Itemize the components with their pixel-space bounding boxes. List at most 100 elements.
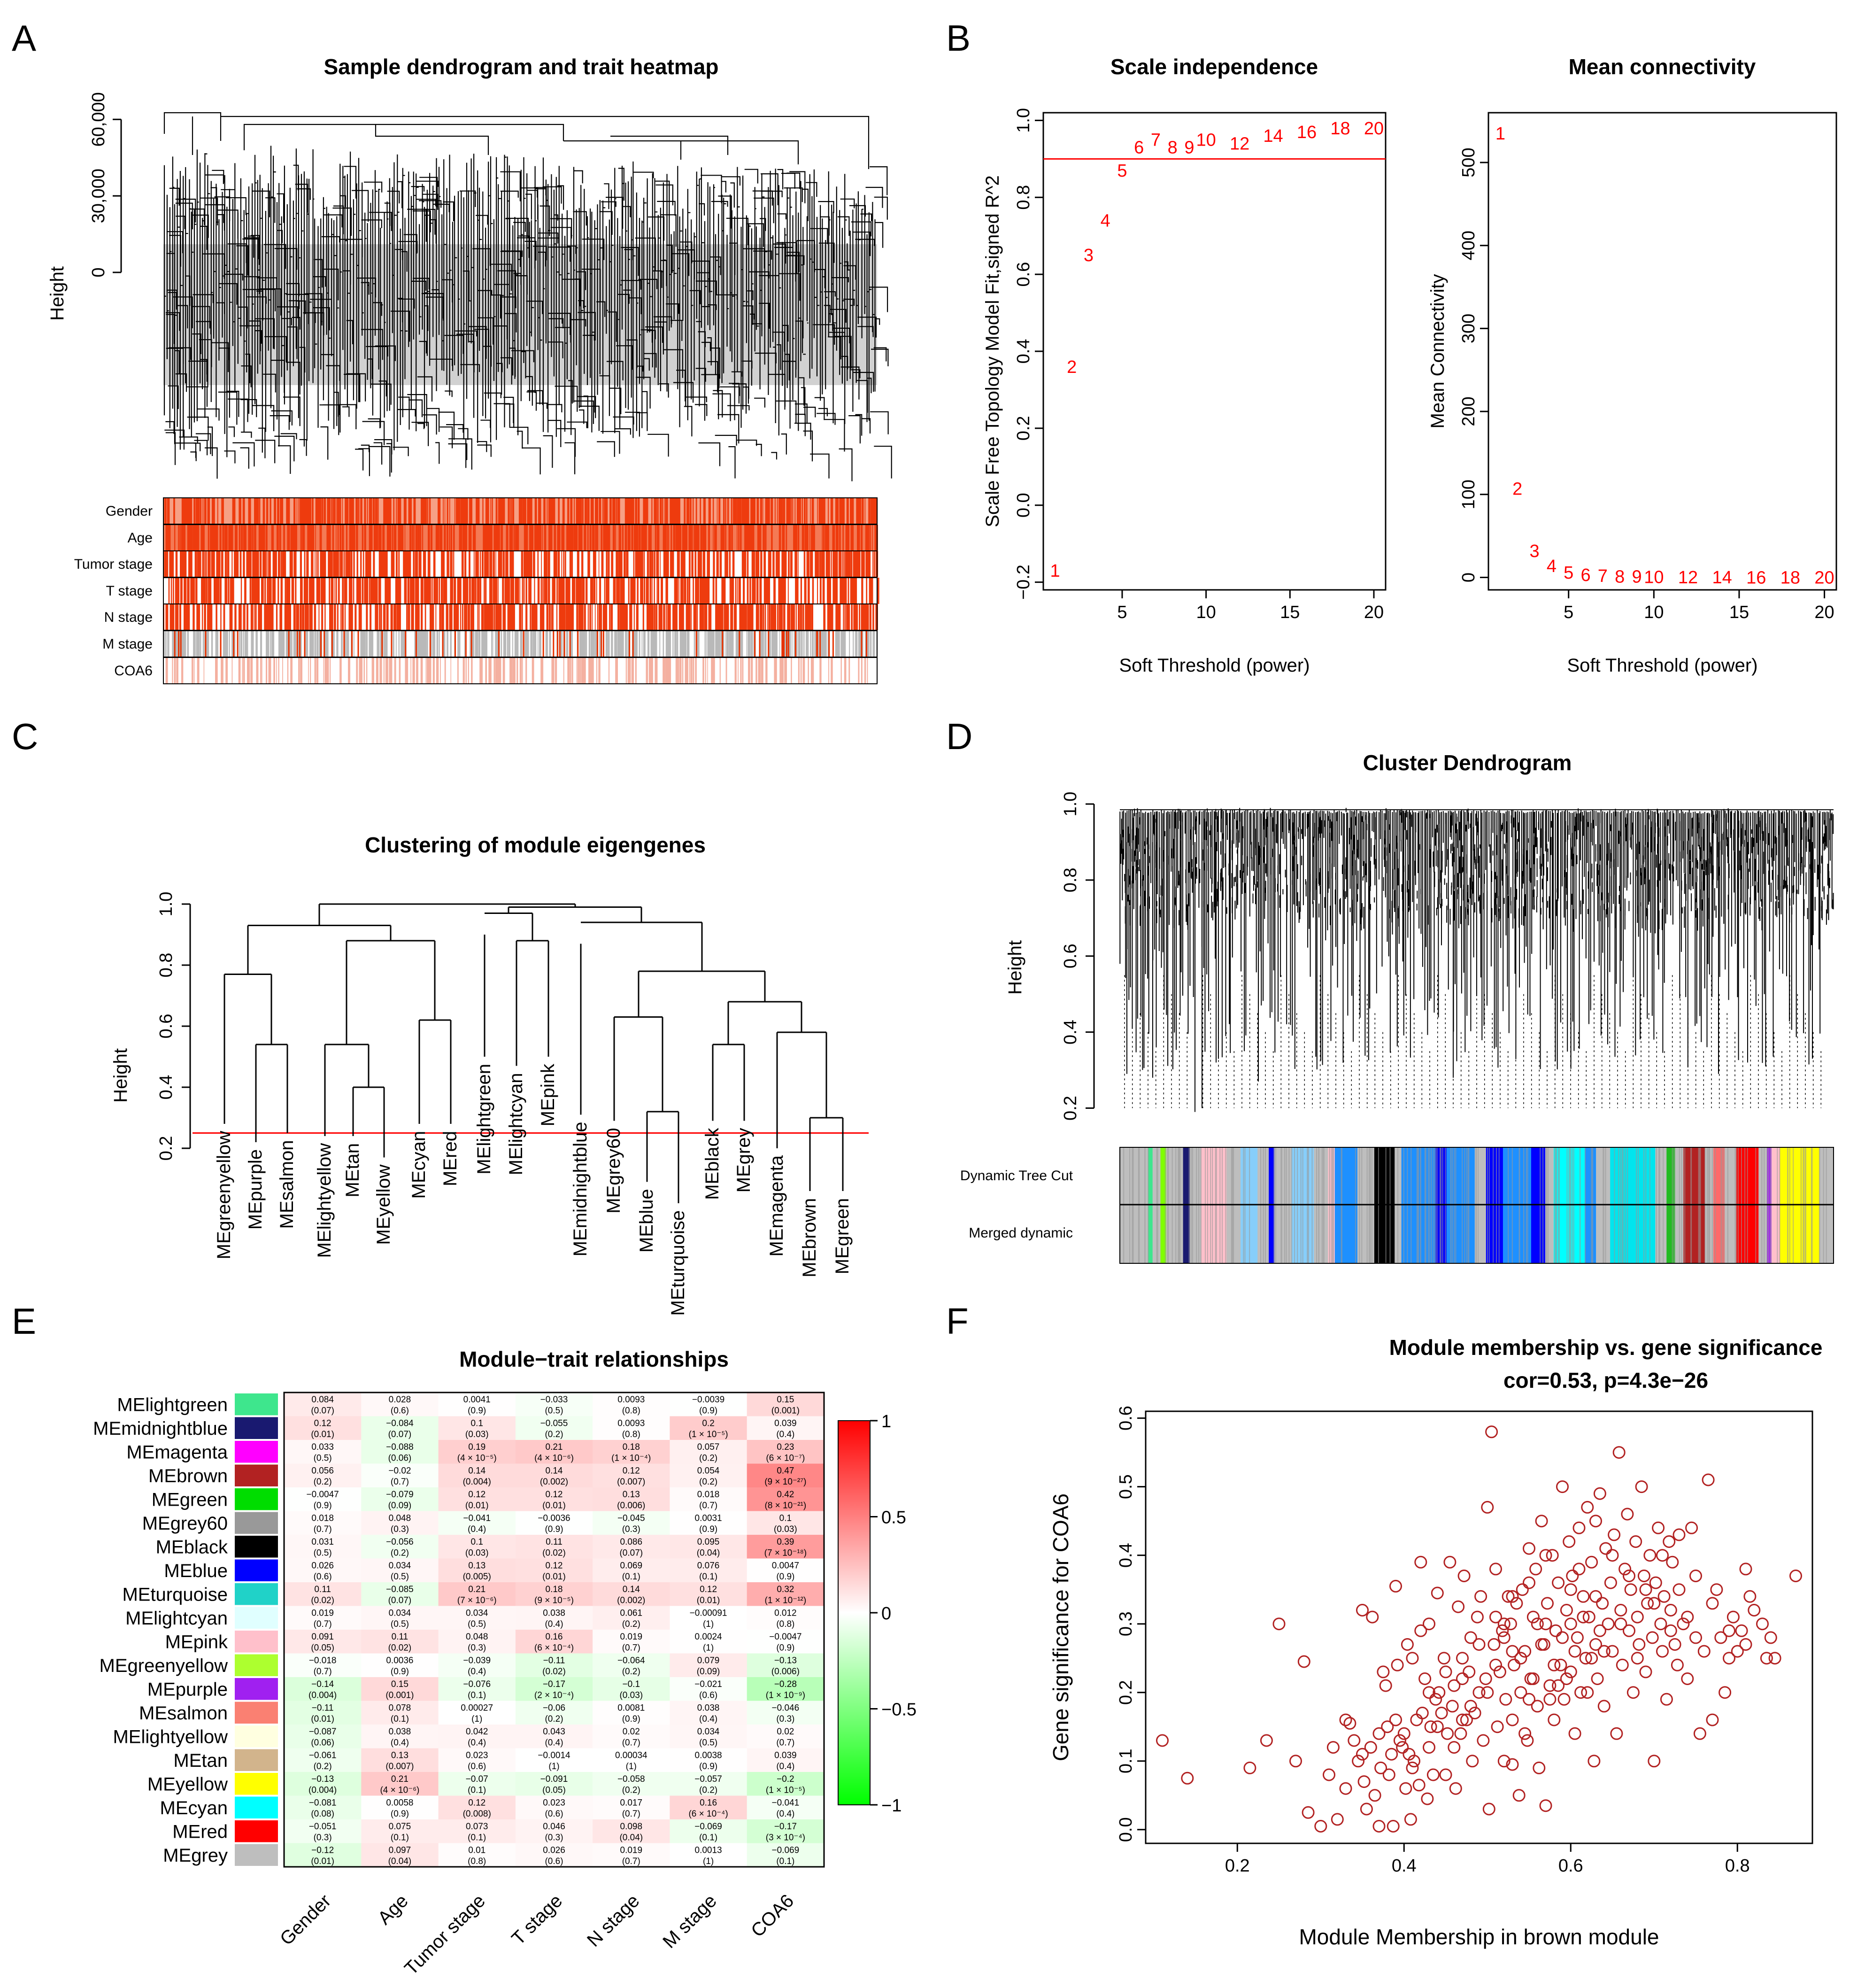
heatmap-cell-pvalue: (0.2) (699, 1785, 717, 1795)
gene-point (1364, 1741, 1377, 1754)
heatmap-cell-pvalue: (3 × 10⁻⁴) (766, 1833, 805, 1842)
heatmap-cell (361, 1487, 439, 1511)
y-tick-label: 0.8 (156, 953, 176, 978)
module-row-label: MEmidnightblue (93, 1418, 228, 1439)
heatmap-cell-pvalue: (0.02) (542, 1548, 566, 1558)
gene-point (1472, 1638, 1486, 1651)
heatmap-cell-pvalue: (0.007) (617, 1477, 645, 1487)
heatmap-cell-cor: 0.1 (779, 1514, 792, 1524)
y-tick-label: 0.5 (1116, 1474, 1136, 1499)
heatmap-cell-cor: −0.11 (312, 1703, 334, 1713)
heatmap-cell-pvalue: (0.06) (388, 1453, 412, 1463)
heatmap-cell-pvalue: (0.02) (311, 1595, 334, 1605)
gene-point (1572, 1563, 1586, 1576)
heatmap-cell-pvalue: (0.01) (542, 1572, 566, 1582)
trait-row: T stage (106, 577, 879, 604)
gene-point (1552, 1576, 1565, 1589)
heatmap-cell-cor: 0.086 (620, 1537, 643, 1547)
heatmap-cell-cor: 0.034 (697, 1727, 720, 1737)
gene-point (1499, 1693, 1512, 1706)
colorbar-border (1119, 1147, 1834, 1264)
heatmap-cell-cor: 0.13 (391, 1751, 408, 1761)
y-tick-label: 0.6 (1116, 1406, 1136, 1431)
heatmap-cell-pvalue: (0.7) (622, 1643, 640, 1653)
heatmap-cell-cor: 0.02 (623, 1727, 640, 1737)
heatmap-row: MEmagenta 0.033(0.5)−0.088(0.06)0.19(4 × … (126, 1440, 825, 1464)
heatmap-cell (284, 1606, 362, 1630)
y-axis-label: Height (110, 1048, 131, 1103)
gene-point (1506, 1713, 1519, 1726)
heatmap-cell-pvalue: (0.04) (388, 1856, 412, 1866)
heatmap-cell-pvalue: (0.9) (545, 1524, 563, 1534)
heatmap-cell (361, 1677, 439, 1701)
gene-point (1423, 1741, 1435, 1754)
y-tick-label: 0.8 (1014, 185, 1033, 210)
heatmap-cell-pvalue: (0.8) (776, 1619, 794, 1629)
heatmap-cell-pvalue: (0.8) (622, 1406, 640, 1416)
heatmap-cell (438, 1795, 516, 1820)
module-color-swatch (235, 1773, 278, 1795)
trait-row: Gender (106, 497, 878, 525)
heatmap-cell-cor: 0.038 (543, 1609, 565, 1618)
heatmap-cell (747, 1701, 825, 1725)
heatmap-cell (361, 1653, 439, 1678)
plot-title: Scale independence (1110, 54, 1318, 79)
y-tick-label: 500 (1459, 147, 1479, 177)
heatmap-cell-pvalue: (0.006) (771, 1667, 800, 1677)
gene-point (1339, 1782, 1352, 1795)
trait-heatmap: Gender Age Tumor stage T stage N stage M stag… (74, 497, 879, 684)
heatmap-cell-pvalue: (0.2) (699, 1453, 717, 1463)
heatmap-row: MEyellow −0.13(0.004)0.21(4 × 10⁻⁶)−0.07(… (147, 1772, 825, 1796)
heatmap-cell-pvalue: (0.01) (465, 1501, 489, 1510)
heatmap-cell-cor: 0.11 (314, 1585, 331, 1594)
heatmap-cell-pvalue: (9 × 10⁻⁵) (534, 1595, 574, 1605)
heatmap-cell-pvalue: (0.5) (545, 1406, 563, 1416)
heatmap-cell-pvalue: (0.6) (545, 1809, 563, 1819)
gene-point (1339, 1713, 1352, 1726)
trait-row-stripes (164, 551, 879, 577)
heatmap-cell-cor: 0.13 (623, 1490, 640, 1500)
leaf-label-mepurple: MEpurple (245, 1149, 266, 1230)
heatmap-cell-cor: −0.02 (388, 1466, 411, 1476)
heatmap-cell-pvalue: (0.5) (391, 1572, 409, 1582)
heatmap-cell (438, 1535, 516, 1559)
gene-point (1356, 1604, 1369, 1617)
gene-point (1460, 1713, 1473, 1726)
heatmap-cell-cor: 0.11 (546, 1537, 563, 1547)
heatmap-cell-cor: 0.13 (468, 1561, 486, 1571)
heatmap-cell-cor: 0.048 (466, 1632, 488, 1642)
gene-point (1539, 1549, 1552, 1562)
module-color-segment (1758, 1147, 1767, 1205)
x-tick-label: 20 (1364, 603, 1384, 622)
gene-point (1489, 1610, 1502, 1624)
heatmap-row: MEturquoise 0.11(0.02) −0.085(0.07) 0.21(7 … (122, 1582, 825, 1606)
gene-point (1439, 1665, 1452, 1679)
heatmap-cell (747, 1416, 825, 1440)
heatmap-cell-pvalue: (2 × 10⁻⁴) (534, 1690, 574, 1700)
module-color-segment (1666, 1205, 1675, 1263)
gene-point (1381, 1720, 1394, 1733)
heatmap-cell (515, 1748, 593, 1772)
gene-point (1474, 1590, 1487, 1603)
heatmap-cell-pvalue: (0.9) (699, 1762, 717, 1771)
heatmap-cell-cor: 0.14 (468, 1466, 486, 1476)
trait-row-label: T stage (106, 583, 153, 599)
heatmap-cell-cor: 0.12 (700, 1585, 717, 1594)
gene-point (1760, 1652, 1773, 1665)
module-color-segment (1374, 1147, 1395, 1205)
power-point-label: 4 (1101, 211, 1110, 231)
gene-point (1414, 1624, 1427, 1637)
gene-point (1466, 1755, 1479, 1768)
y-tick-label: 0.2 (156, 1136, 176, 1161)
module-color-segment (1758, 1205, 1767, 1263)
module-color-segment (1486, 1147, 1503, 1205)
y-tick-label: 0.4 (1116, 1543, 1136, 1568)
heatmap-cell (670, 1653, 748, 1678)
gene-point (1735, 1624, 1748, 1637)
power-point-label: 16 (1297, 123, 1317, 142)
heatmap-cell-cor: −0.2 (777, 1774, 794, 1784)
gene-point (1433, 1686, 1446, 1699)
gene-point (1506, 1590, 1519, 1603)
heatmap-cell-cor: 0.0036 (386, 1656, 413, 1666)
heatmap-cell (515, 1487, 593, 1511)
